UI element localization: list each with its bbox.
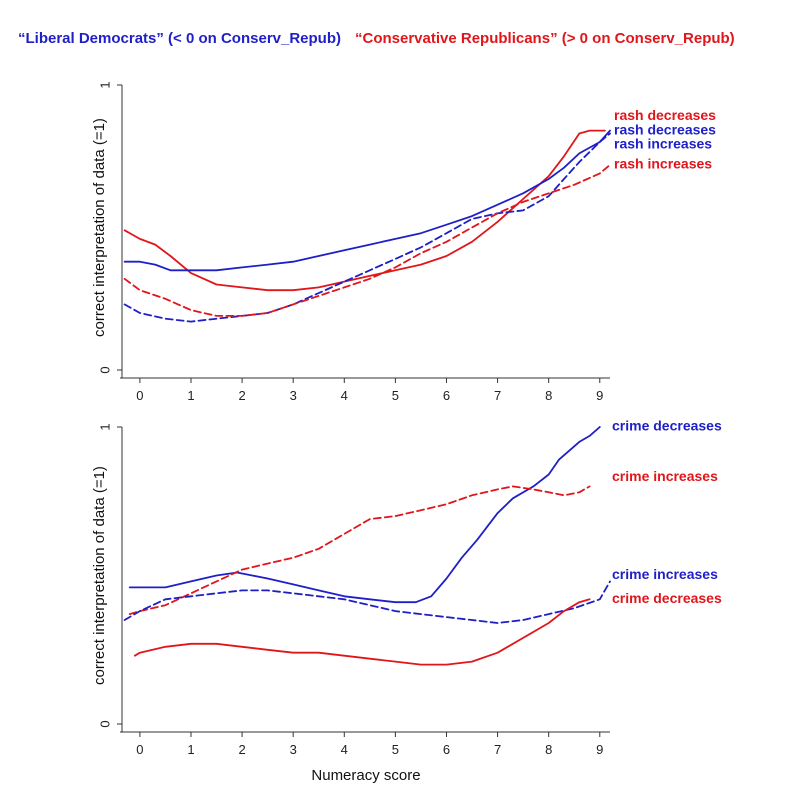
- series-label: rash increases: [614, 156, 712, 172]
- series-label: rash decreases: [614, 121, 716, 137]
- series-label: crime decreases: [612, 418, 722, 434]
- x-axis-title: Numeracy score: [311, 767, 420, 784]
- x-tick-label: 0: [136, 388, 143, 403]
- series-line-crime-decreases-blue: [128, 426, 601, 604]
- x-tick-label: 1: [187, 742, 194, 757]
- chart-panel-rash: 0 1 2 3 4 5 6 7 8 9 0 1 correct interpretation of da…: [91, 81, 716, 403]
- legend-conservative-republicans: “Conservative Republicans” (> 0 on Conse…: [355, 30, 735, 47]
- series-line-rash-decreases-blue: [123, 129, 611, 272]
- x-tick-label: 6: [443, 388, 450, 403]
- x-tick-label: 5: [392, 742, 399, 757]
- legend-liberal-democrats: “Liberal Democrats” (< 0 on Conserv_Repu…: [18, 30, 341, 47]
- x-tick-label: 7: [494, 742, 501, 757]
- series-label: crime increases: [612, 468, 718, 484]
- x-tick-label: 1: [187, 388, 194, 403]
- series-label: rash increases: [614, 136, 712, 152]
- x-tick-label: 0: [136, 742, 143, 757]
- chart-panel-crime: 0 1 2 3 4 5 6 7 8 9 0 1 correct interpretation of da…: [91, 418, 722, 757]
- y-axis-title: correct interpretation of data (=1): [91, 466, 108, 685]
- x-tick-label: 5: [392, 388, 399, 403]
- series-line-crime-increases-blue: [123, 580, 611, 624]
- y-tick-label: 0: [97, 366, 112, 373]
- x-tick-label: 4: [341, 388, 348, 403]
- y-tick-label: 0: [97, 720, 112, 727]
- x-tick-label: 4: [341, 742, 348, 757]
- x-tick-label: 3: [290, 742, 297, 757]
- x-tick-label: 3: [290, 388, 297, 403]
- series-line-crime-decreases-red: [133, 598, 591, 666]
- x-tick-label: 8: [545, 742, 552, 757]
- y-tick-label: 1: [97, 81, 112, 88]
- y-tick-label: 1: [97, 423, 112, 430]
- x-tick-label: 8: [545, 388, 552, 403]
- x-tick-label: 7: [494, 388, 501, 403]
- series-label: crime increases: [612, 566, 718, 582]
- x-tick-label: 2: [238, 388, 245, 403]
- series-line-rash-increases-red: [123, 163, 611, 317]
- series-line-rash-increases-blue: [123, 132, 611, 323]
- series-line-rash-decreases-red: [123, 129, 606, 292]
- legend: “Liberal Democrats” (< 0 on Conserv_Repu…: [0, 30, 800, 54]
- series-line-crime-increases-red: [128, 485, 591, 615]
- y-axis-title: correct interpretation of data (=1): [91, 118, 108, 337]
- x-tick-label: 6: [443, 742, 450, 757]
- x-tick-label: 9: [596, 388, 603, 403]
- x-tick-label: 9: [596, 742, 603, 757]
- series-label: crime decreases: [612, 590, 722, 606]
- series-label: rash decreases: [614, 107, 716, 123]
- x-tick-label: 2: [238, 742, 245, 757]
